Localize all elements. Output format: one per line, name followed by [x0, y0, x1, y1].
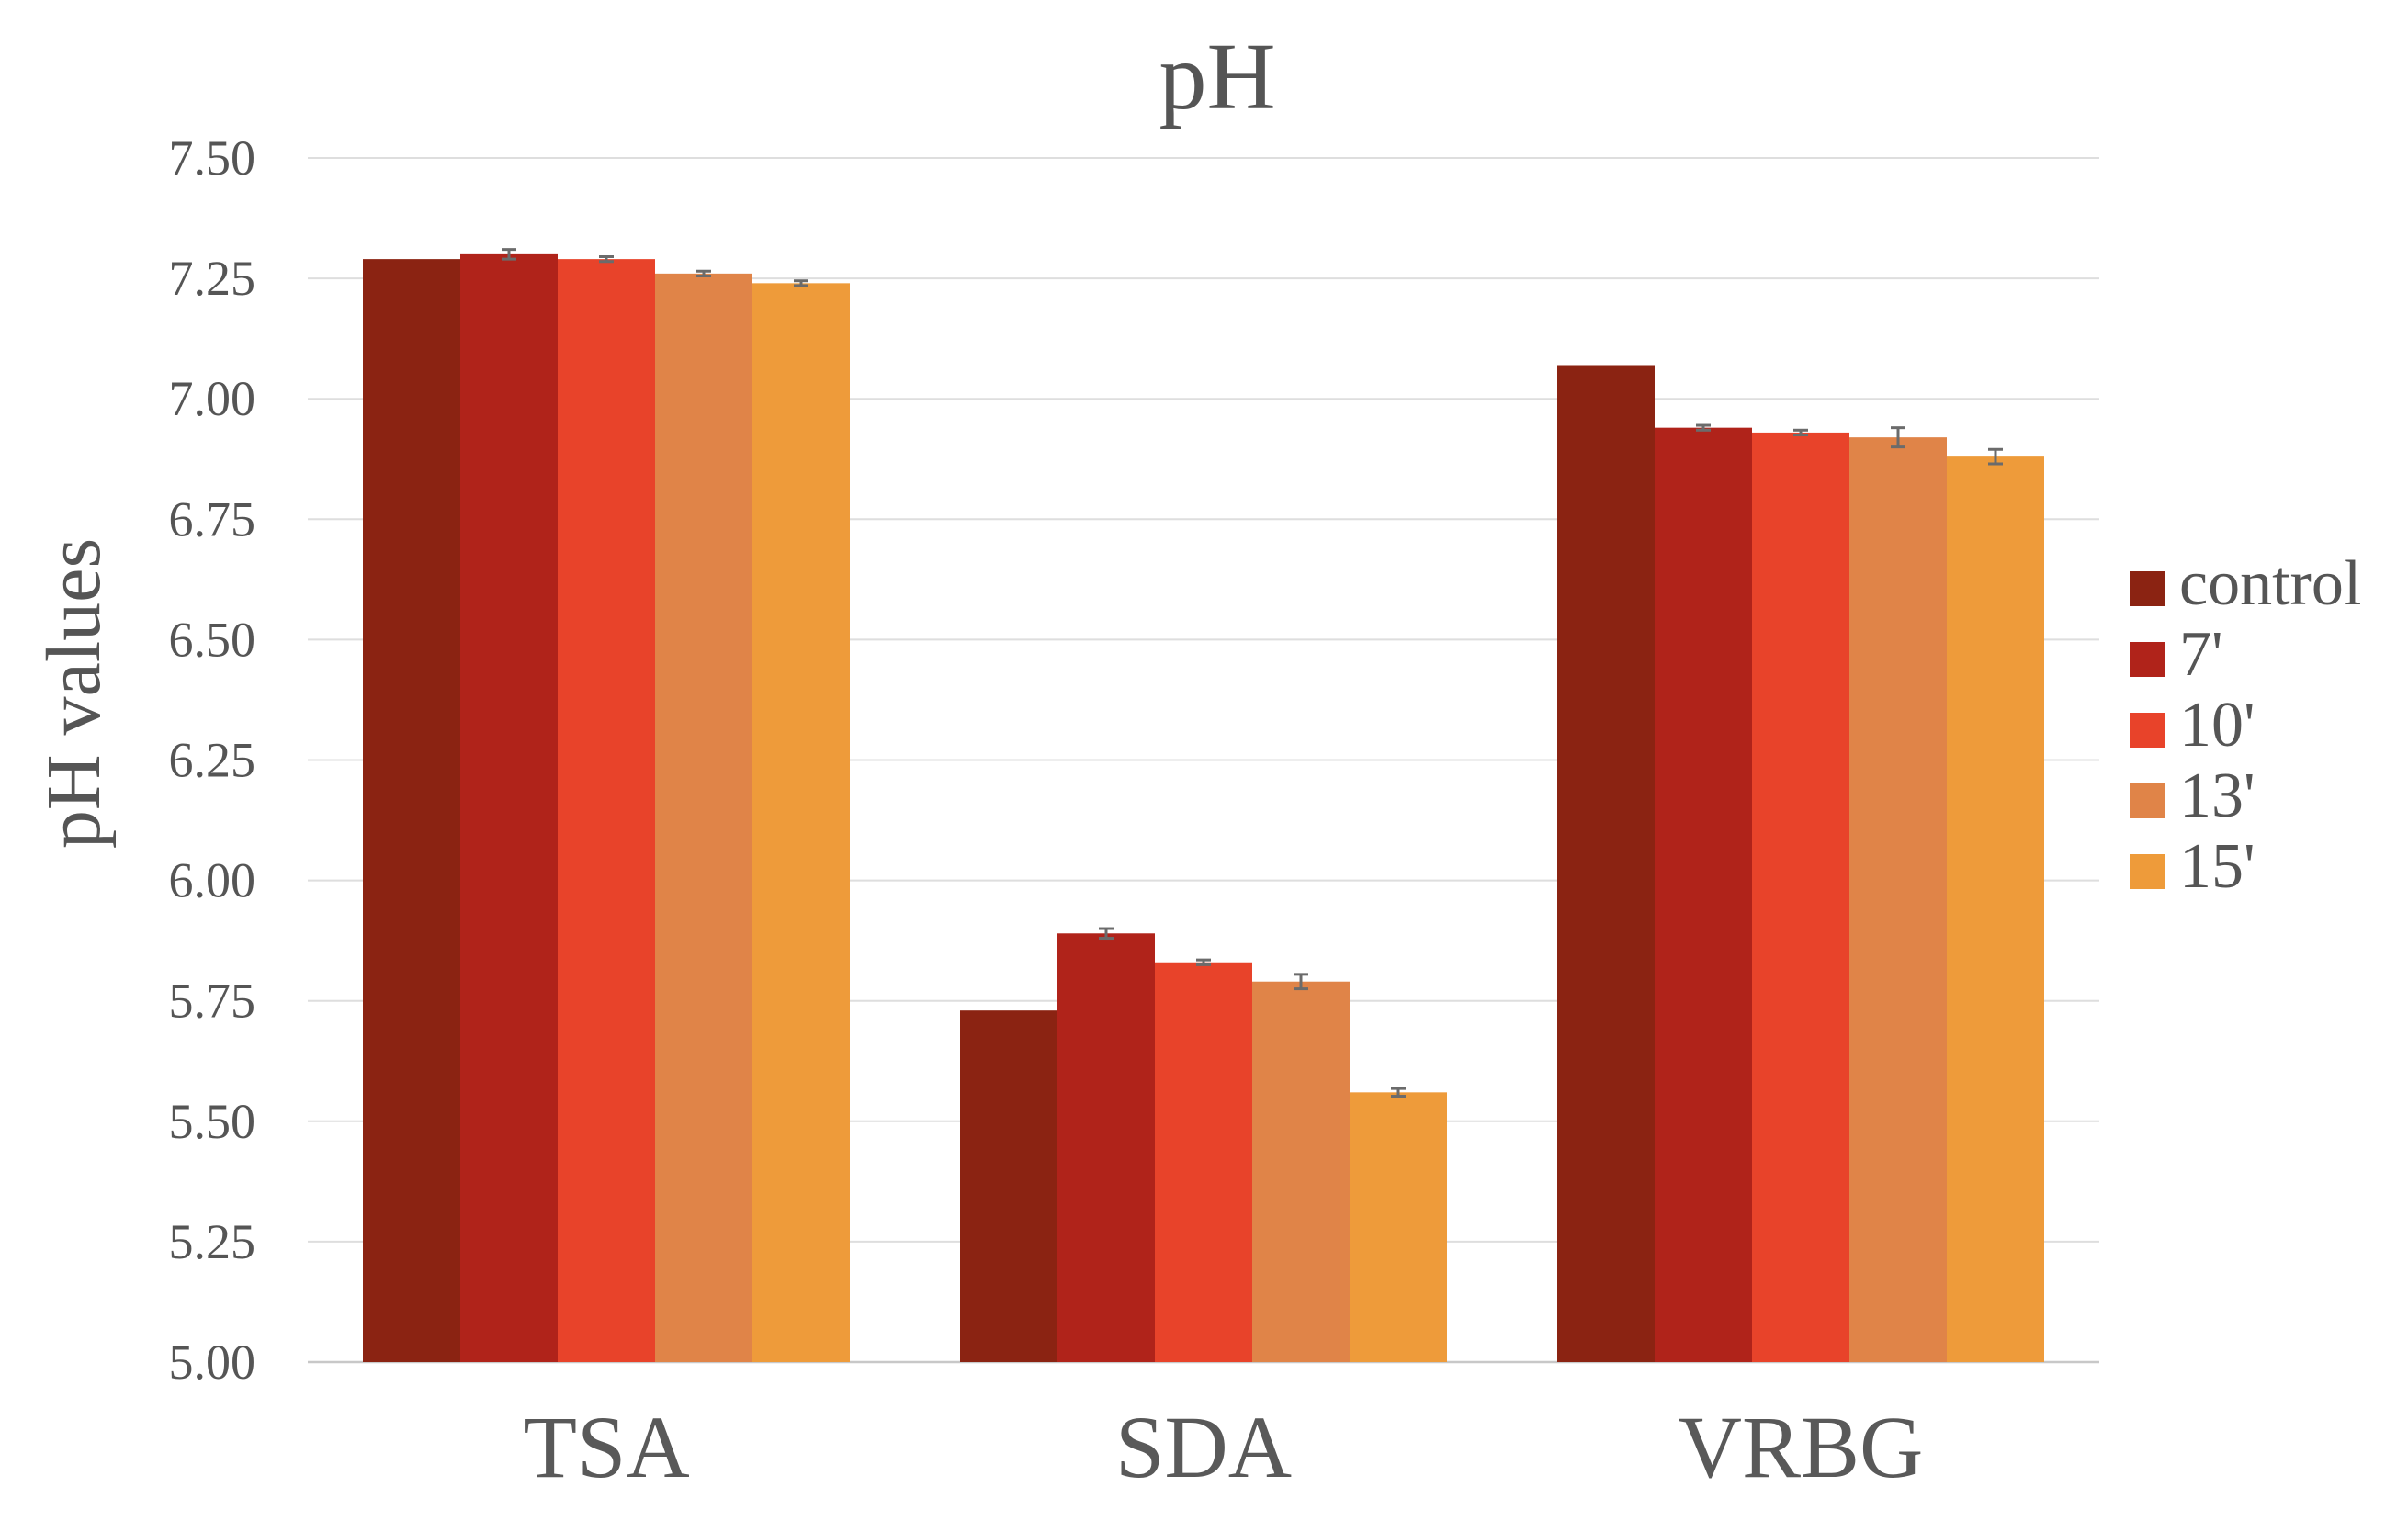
error-bar-vrbg-7min: [1696, 423, 1711, 432]
legend-label-control: control: [2179, 548, 2361, 619]
error-bar-vrbg-15min: [1988, 447, 2003, 466]
bar-sda-control: [960, 1010, 1057, 1362]
error-bar-vrbg-10min: [1793, 428, 1808, 437]
bar-sda-13min: [1252, 981, 1350, 1362]
legend-label-10min: 10': [2179, 690, 2255, 760]
bar-tsa-control: [363, 259, 460, 1362]
bar-sda-7min: [1057, 933, 1155, 1362]
y-tick-label-5-00: 5.00: [169, 1335, 256, 1390]
legend-swatch-15min: [2130, 854, 2165, 889]
y-axis-label: pH values: [31, 538, 117, 849]
legend-swatch-13min: [2130, 783, 2165, 818]
bar-tsa-15min: [752, 283, 850, 1362]
bar-sda-10min: [1155, 962, 1252, 1362]
legend-label-13min: 13': [2179, 760, 2255, 831]
bar-tsa-13min: [655, 273, 752, 1363]
bar-vrbg-7min: [1655, 427, 1752, 1362]
y-tick-label-6-25: 6.25: [169, 733, 256, 788]
error-bar-tsa-7min: [502, 248, 516, 261]
error-bars: [502, 248, 2003, 1098]
legend-swatch-control: [2130, 571, 2165, 606]
error-bar-tsa-15min: [794, 279, 808, 287]
error-bar-tsa-10min: [599, 255, 614, 264]
legend-label-7min: 7': [2179, 619, 2223, 690]
error-bar-sda-7min: [1099, 927, 1114, 941]
y-tick-label-6-75: 6.75: [169, 491, 256, 546]
error-bar-sda-15min: [1391, 1087, 1406, 1098]
x-category-label-tsa: TSA: [523, 1398, 689, 1496]
legend-label-15min: 15': [2179, 831, 2255, 902]
y-tick-label-5-25: 5.25: [169, 1214, 256, 1269]
bar-tsa-7min: [460, 253, 558, 1362]
error-bar-sda-13min: [1294, 973, 1308, 991]
y-tick-label-5-50: 5.50: [169, 1094, 256, 1149]
bar-sda-15min: [1350, 1092, 1447, 1362]
error-bar-tsa-13min: [696, 269, 711, 277]
legend-swatch-10min: [2130, 713, 2165, 748]
error-bar-sda-10min: [1196, 958, 1211, 966]
x-category-label-sda: SDA: [1115, 1398, 1292, 1496]
x-category-label-vrbg: VRBG: [1679, 1398, 1924, 1496]
y-tick-labels: 5.00 5.25 5.50 5.75 6.00 6.25 6.50 6.75 7.00 7.25…: [169, 130, 256, 1390]
y-tick-label-7-00: 7.00: [169, 371, 256, 426]
y-tick-label-7-25: 7.25: [169, 251, 256, 306]
bar-vrbg-13min: [1849, 437, 1947, 1363]
bar-vrbg-control: [1557, 365, 1655, 1363]
bar-vrbg-10min: [1752, 432, 1849, 1363]
y-tick-label-7-50: 7.50: [169, 130, 256, 186]
y-tick-label-6-50: 6.50: [169, 612, 256, 667]
category-labels: TSA SDA VRBG: [523, 1398, 1923, 1496]
legend-swatch-7min: [2130, 642, 2165, 677]
error-bar-vrbg-13min: [1891, 426, 1905, 449]
bar-tsa-10min: [558, 259, 655, 1362]
bar-vrbg-15min: [1947, 456, 2044, 1362]
bars: [363, 253, 2044, 1363]
y-tick-label-5-75: 5.75: [169, 974, 256, 1029]
chart-title: pH: [1159, 24, 1275, 130]
y-tick-label-6-00: 6.00: [169, 853, 256, 908]
